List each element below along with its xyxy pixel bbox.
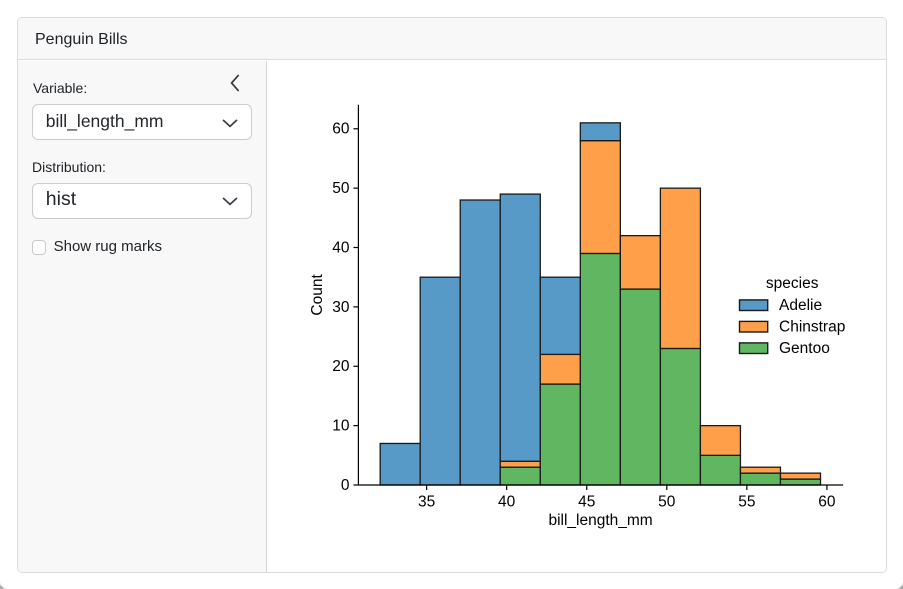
svg-text:0: 0 <box>340 477 349 494</box>
svg-text:species: species <box>765 275 818 292</box>
svg-text:Gentoo: Gentoo <box>779 340 830 357</box>
svg-text:40: 40 <box>498 494 516 511</box>
svg-text:55: 55 <box>738 494 755 511</box>
svg-text:60: 60 <box>818 494 836 511</box>
svg-text:Count: Count <box>308 274 325 316</box>
svg-text:30: 30 <box>332 299 350 316</box>
svg-text:35: 35 <box>417 494 434 511</box>
svg-text:Chinstrap: Chinstrap <box>779 319 845 336</box>
svg-text:bill_length_mm: bill_length_mm <box>548 512 652 529</box>
svg-text:45: 45 <box>578 494 595 511</box>
svg-text:60: 60 <box>332 121 350 138</box>
svg-text:50: 50 <box>658 494 676 511</box>
svg-text:50: 50 <box>332 180 350 197</box>
svg-text:Adelie: Adelie <box>779 297 822 314</box>
svg-text:20: 20 <box>332 358 350 375</box>
svg-text:10: 10 <box>332 418 350 435</box>
svg-text:40: 40 <box>332 239 350 256</box>
